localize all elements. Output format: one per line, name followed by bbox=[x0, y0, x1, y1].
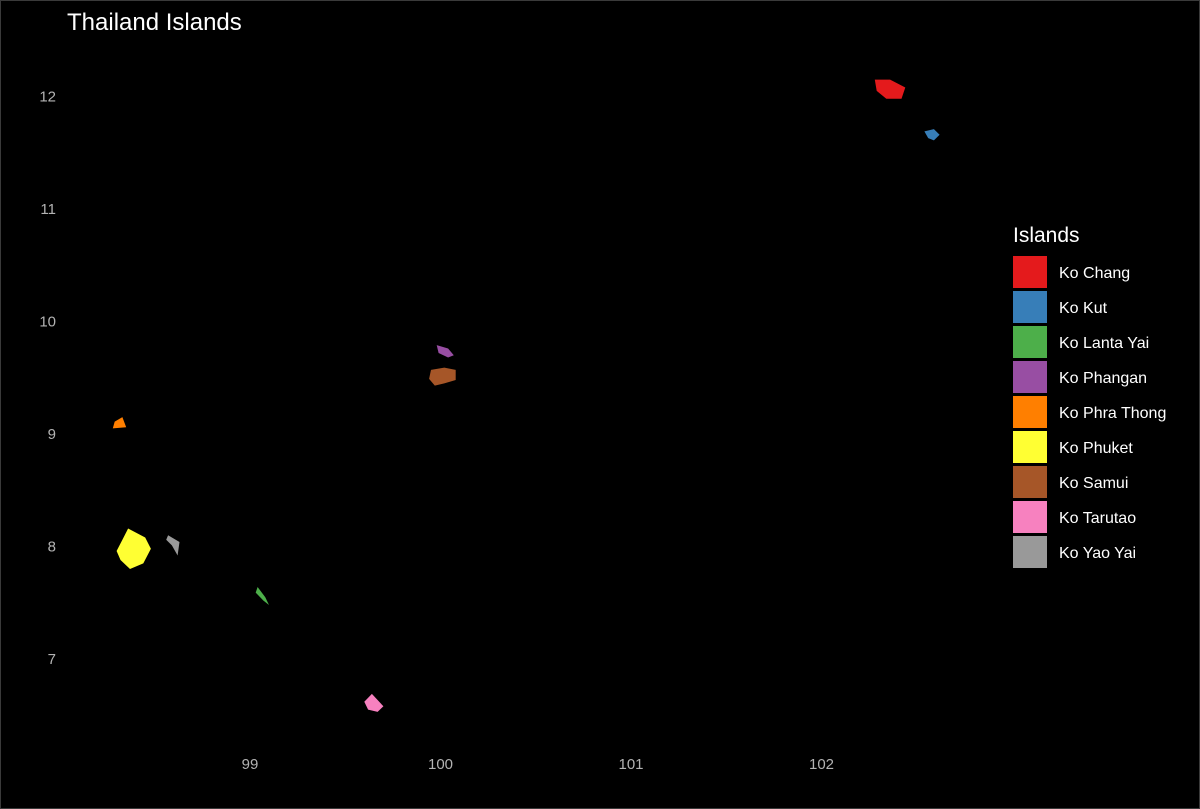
island-ko-lanta-yai bbox=[256, 587, 269, 605]
legend-label-ko-phangan: Ko Phangan bbox=[1059, 370, 1147, 387]
island-ko-chang bbox=[875, 80, 906, 99]
legend-swatch-ko-yao-yai bbox=[1013, 536, 1047, 568]
island-ko-kut bbox=[924, 129, 939, 140]
legend-label-ko-samui: Ko Samui bbox=[1059, 475, 1128, 492]
y-tick-label: 9 bbox=[48, 426, 56, 443]
island-ko-phra-thong bbox=[113, 417, 126, 428]
legend-items: Ko Chang Ko Kut Ko Lanta Yai Ko Phangan Ko P… bbox=[1013, 256, 1166, 568]
legend-swatch-ko-samui bbox=[1013, 466, 1047, 498]
legend-swatch-ko-phra-thong bbox=[1013, 396, 1047, 428]
y-tick-label: 11 bbox=[40, 201, 56, 218]
island-ko-phangan bbox=[437, 345, 454, 357]
x-tick-label: 101 bbox=[618, 756, 643, 773]
islands-layer bbox=[113, 80, 940, 712]
y-axis-ticks: 7 8 9 10 11 12 bbox=[39, 89, 56, 669]
island-ko-phuket bbox=[117, 529, 151, 570]
legend-swatch-ko-phangan bbox=[1013, 361, 1047, 393]
legend-label-ko-kut: Ko Kut bbox=[1059, 300, 1108, 317]
x-axis-ticks: 99 100 101 102 bbox=[242, 756, 834, 773]
legend-swatch-ko-tarutao bbox=[1013, 501, 1047, 533]
legend-label-ko-lanta-yai: Ko Lanta Yai bbox=[1059, 335, 1149, 352]
legend-swatch-ko-chang bbox=[1013, 256, 1047, 288]
y-tick-label: 10 bbox=[39, 314, 56, 331]
legend-swatch-ko-lanta-yai bbox=[1013, 326, 1047, 358]
x-tick-label: 99 bbox=[242, 756, 259, 773]
map-title: Thailand Islands bbox=[67, 9, 242, 36]
legend-swatch-ko-phuket bbox=[1013, 431, 1047, 463]
legend-label-ko-yao-yai: Ko Yao Yai bbox=[1059, 545, 1136, 562]
legend-label-ko-tarutao: Ko Tarutao bbox=[1059, 510, 1136, 527]
y-tick-label: 8 bbox=[48, 539, 56, 556]
legend-title: Islands bbox=[1013, 224, 1080, 247]
y-tick-label: 12 bbox=[39, 89, 56, 106]
legend-label-ko-chang: Ko Chang bbox=[1059, 265, 1130, 282]
island-ko-yao-yai bbox=[166, 535, 179, 555]
x-tick-label: 100 bbox=[428, 756, 453, 773]
legend-label-ko-phuket: Ko Phuket bbox=[1059, 440, 1133, 457]
x-tick-label: 102 bbox=[809, 756, 834, 773]
legend: Islands Ko Chang Ko Kut Ko Lanta Yai Ko Pha… bbox=[1013, 224, 1166, 568]
island-ko-tarutao bbox=[364, 694, 383, 712]
legend-swatch-ko-kut bbox=[1013, 291, 1047, 323]
legend-label-ko-phra-thong: Ko Phra Thong bbox=[1059, 405, 1166, 422]
island-ko-samui bbox=[429, 368, 456, 386]
y-tick-label: 7 bbox=[48, 651, 56, 668]
